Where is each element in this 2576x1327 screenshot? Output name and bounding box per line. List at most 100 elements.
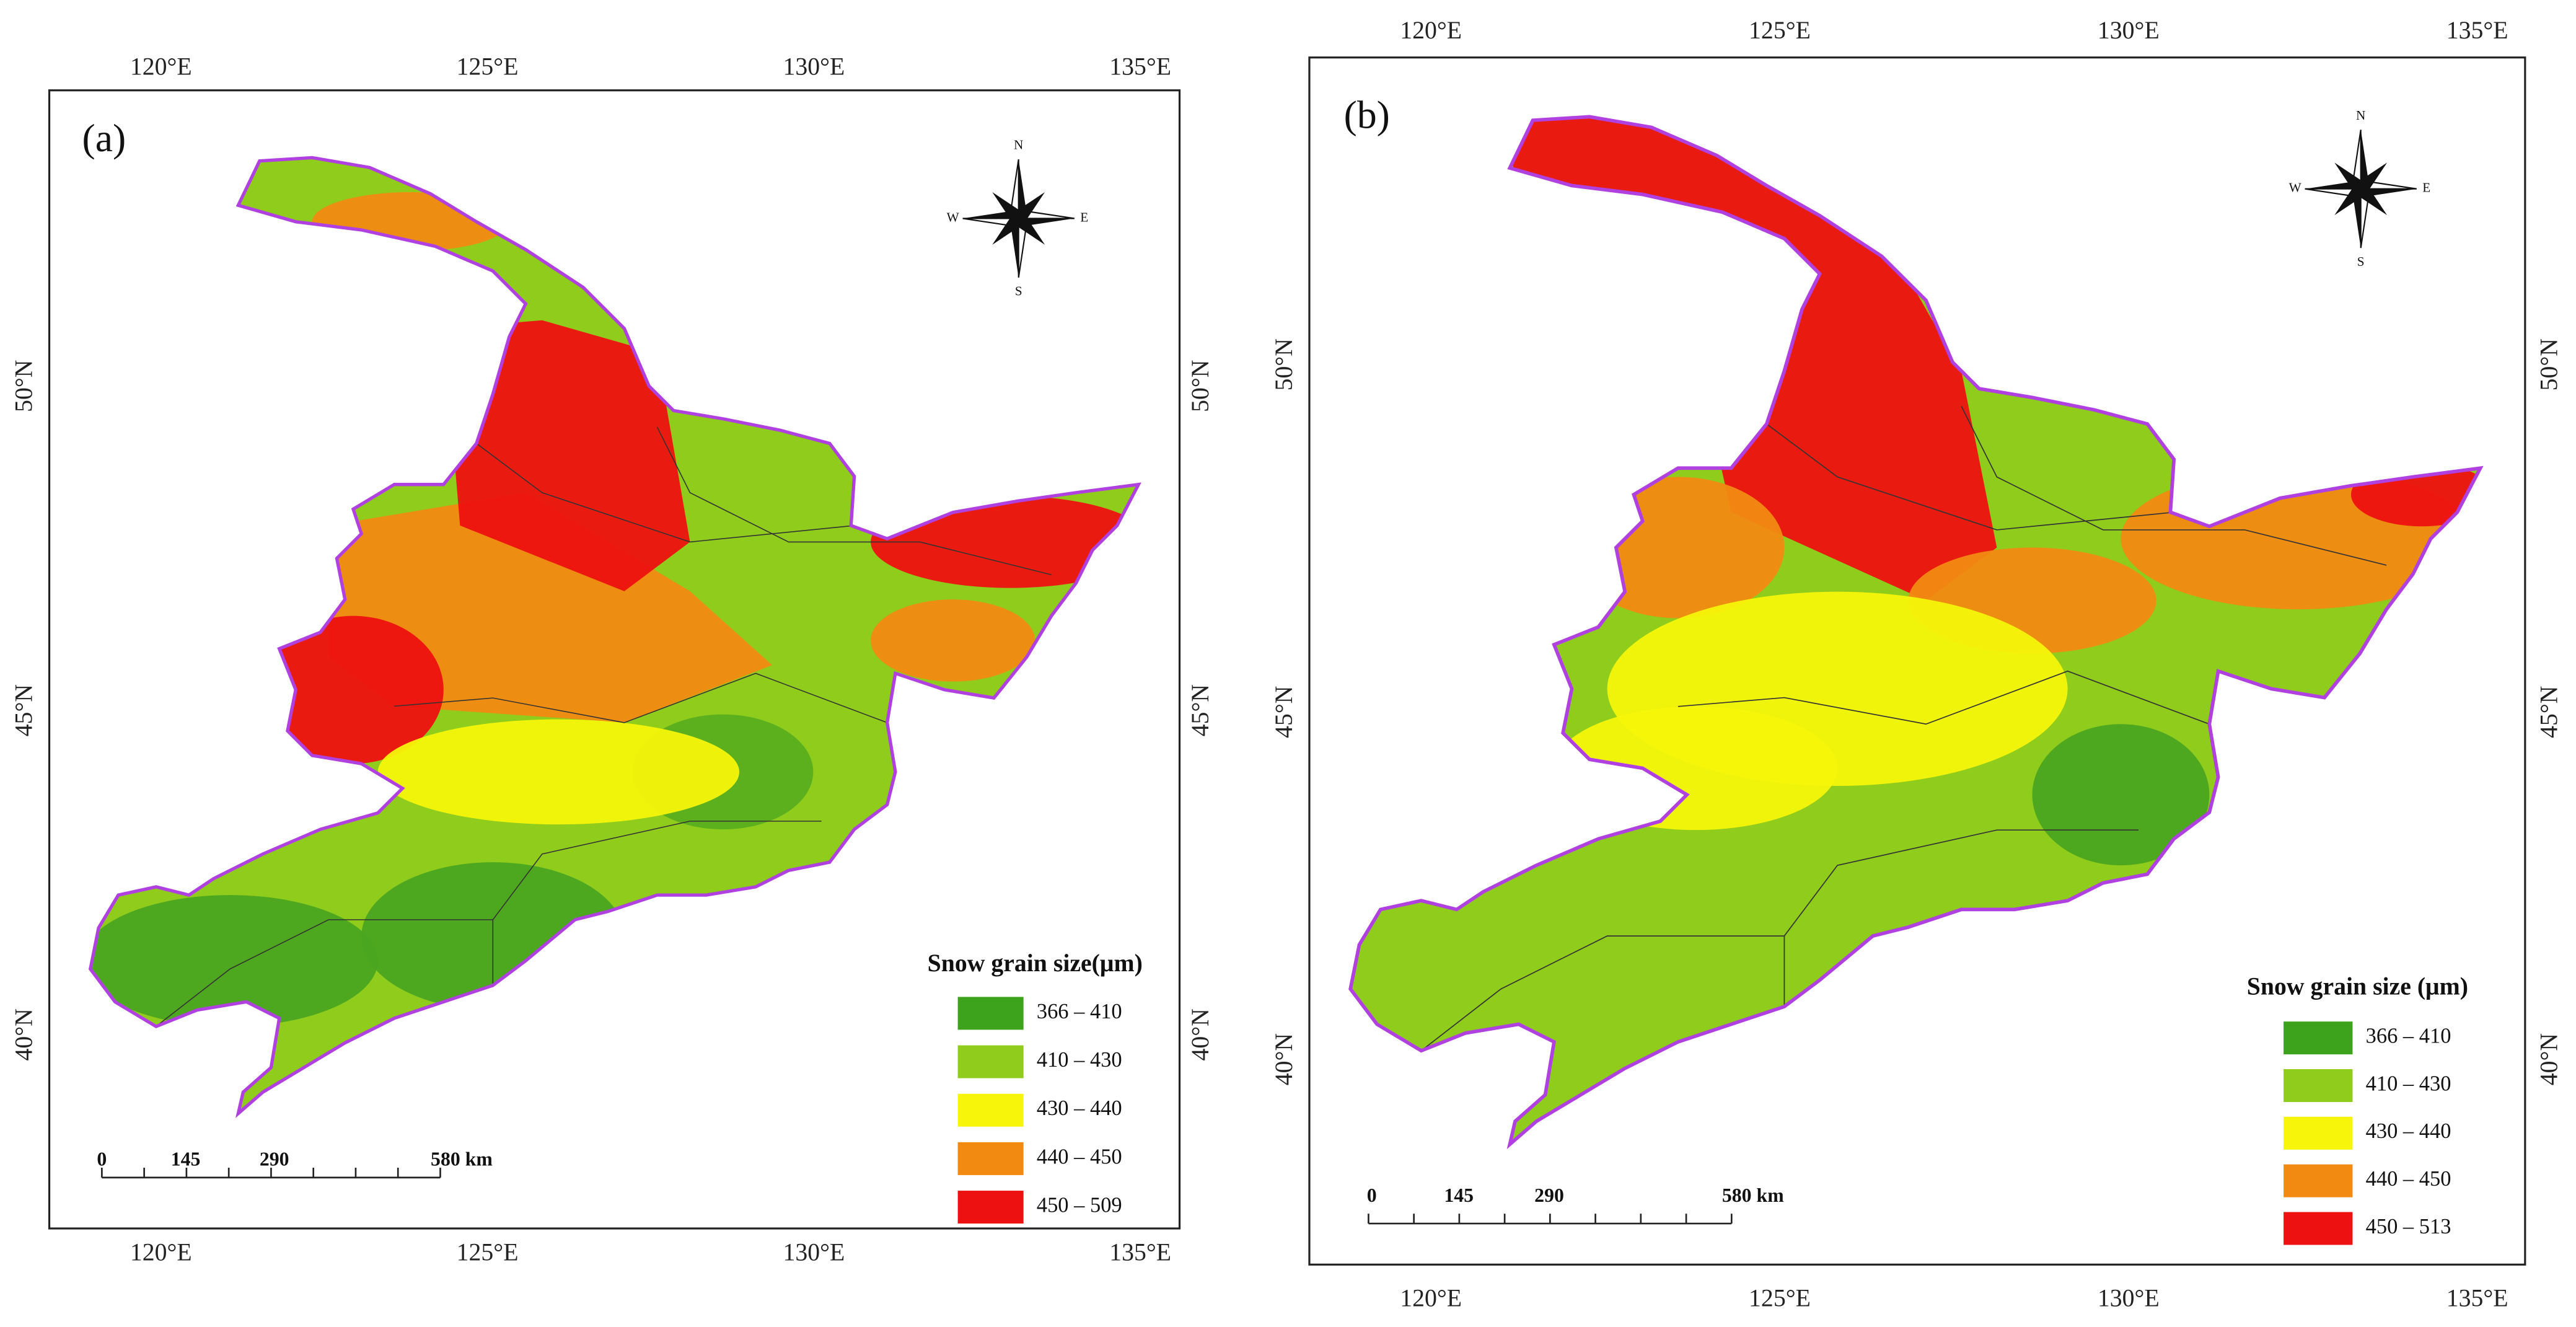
province-border bbox=[492, 821, 822, 985]
latitude-label: 50°N bbox=[1270, 338, 1298, 390]
legend-swatch bbox=[2284, 1212, 2353, 1245]
latitude-label: 45°N bbox=[1270, 686, 1298, 738]
raster-zone bbox=[443, 320, 690, 591]
legend-swatch bbox=[957, 1093, 1024, 1127]
legend-label: 410 – 430 bbox=[2366, 1072, 2451, 1095]
legend-swatch bbox=[957, 1191, 1024, 1224]
legend-label: 410 – 430 bbox=[1037, 1048, 1122, 1072]
raster-zone bbox=[871, 599, 1035, 682]
legend-label: 440 – 450 bbox=[2366, 1167, 2451, 1191]
compass-letter: S bbox=[1015, 284, 1022, 299]
latitude-label: 40°N bbox=[2535, 1033, 2562, 1085]
compass-rose: N S E W bbox=[947, 138, 1089, 299]
compass-letter: S bbox=[2357, 254, 2365, 269]
legend-swatch bbox=[2284, 1069, 2353, 1102]
legend-label: 430 – 440 bbox=[2366, 1119, 2451, 1143]
latitude-label: 50°N bbox=[11, 360, 38, 412]
province-border bbox=[1421, 935, 1785, 1051]
raster-zone bbox=[328, 492, 773, 723]
raster-zone bbox=[90, 895, 378, 1027]
raster-zone bbox=[1554, 706, 1838, 831]
longitude-label: 125°E bbox=[457, 53, 519, 80]
scale-label: 290 bbox=[1534, 1184, 1564, 1206]
province-border bbox=[1961, 406, 2387, 566]
scale-label: 580 km bbox=[431, 1148, 493, 1170]
compass-point bbox=[2305, 180, 2361, 189]
latitude-label: 40°N bbox=[1187, 1008, 1214, 1060]
region-map bbox=[1324, 89, 2510, 1183]
compass-point bbox=[962, 209, 1019, 219]
snow-grain-raster bbox=[1350, 117, 2481, 1145]
panel-label: (b) bbox=[1344, 93, 1390, 137]
latitude-label: 45°N bbox=[2535, 686, 2562, 738]
compass-point bbox=[2360, 130, 2370, 189]
province-border bbox=[156, 919, 493, 1027]
longitude-label: 125°E bbox=[1749, 1285, 1811, 1312]
map-panel: 120°E 120°E 125°E 125°E 130°E 130°E 135°E 135°E… bbox=[11, 53, 1214, 1266]
legend-swatch bbox=[957, 997, 1024, 1030]
compass-letter: E bbox=[1080, 209, 1088, 224]
longitude-label: 120°E bbox=[1400, 17, 1462, 44]
legend-swatch bbox=[2284, 1021, 2353, 1055]
compass-point bbox=[992, 192, 1024, 224]
legend-swatch bbox=[2284, 1164, 2353, 1197]
map-panel: 120°E 120°E 125°E 125°E 130°E 130°E 135°E 135°E… bbox=[1270, 17, 2562, 1312]
compass-point bbox=[992, 213, 1024, 245]
province-border bbox=[1677, 670, 2210, 725]
compass-point bbox=[1013, 192, 1045, 224]
legend-title: Snow grain size (μm) bbox=[2247, 972, 2468, 1000]
compass-letter: N bbox=[1014, 138, 1023, 152]
latitude-label: 50°N bbox=[2535, 338, 2562, 390]
province-border bbox=[1783, 829, 2139, 1007]
compass-letter: W bbox=[947, 209, 959, 224]
legend-label: 366 – 410 bbox=[1037, 1000, 1122, 1023]
raster-zone bbox=[1572, 477, 1785, 619]
legend-label: 440 – 450 bbox=[1037, 1145, 1122, 1168]
compass-point bbox=[2334, 162, 2367, 195]
longitude-label: 130°E bbox=[2098, 17, 2160, 44]
latitude-label: 40°N bbox=[11, 1008, 38, 1060]
longitude-label: 135°E bbox=[2446, 1285, 2508, 1312]
legend-swatch bbox=[2284, 1116, 2353, 1150]
legend-swatch bbox=[957, 1142, 1024, 1175]
raster-zone bbox=[2032, 724, 2210, 866]
longitude-label: 135°E bbox=[2446, 17, 2508, 44]
latitude-label: 50°N bbox=[1187, 360, 1214, 412]
province-border bbox=[394, 672, 887, 723]
scale-label: 0 bbox=[1367, 1184, 1377, 1206]
legend-label: 450 – 509 bbox=[1037, 1193, 1122, 1217]
compass-letter: N bbox=[2356, 108, 2365, 123]
map-frame bbox=[1308, 56, 2526, 1266]
scale-label: 145 bbox=[171, 1148, 201, 1170]
raster-zone bbox=[2350, 462, 2481, 527]
raster-zone bbox=[263, 615, 444, 764]
longitude-label: 120°E bbox=[1400, 1285, 1462, 1312]
legend-label: 430 – 440 bbox=[1037, 1096, 1122, 1120]
longitude-label: 130°E bbox=[783, 1239, 845, 1266]
longitude-label: 135°E bbox=[1109, 1239, 1171, 1266]
compass-point bbox=[2355, 183, 2388, 216]
latitude-label: 45°N bbox=[1187, 684, 1214, 736]
longitude-label: 135°E bbox=[1109, 53, 1171, 80]
compass-letter: W bbox=[2289, 180, 2301, 195]
legend-swatch bbox=[957, 1045, 1024, 1078]
province-border bbox=[656, 426, 1052, 576]
longitude-label: 130°E bbox=[783, 53, 845, 80]
raster-zone bbox=[377, 719, 740, 825]
compass-point bbox=[2355, 162, 2388, 195]
compass-point bbox=[1009, 218, 1019, 278]
compass-rose: N S E W bbox=[2289, 108, 2431, 269]
longitude-label: 125°E bbox=[1749, 17, 1811, 44]
longitude-label: 125°E bbox=[457, 1239, 519, 1266]
compass-point bbox=[1018, 218, 1075, 227]
scale-label: 145 bbox=[1444, 1184, 1474, 1206]
legend-label: 450 – 513 bbox=[2366, 1215, 2451, 1238]
latitude-label: 45°N bbox=[11, 684, 38, 736]
scale-label: 580 km bbox=[1722, 1184, 1784, 1206]
compass-point bbox=[1013, 213, 1045, 245]
longitude-label: 130°E bbox=[2098, 1285, 2160, 1312]
legend-title: Snow grain size(μm) bbox=[928, 950, 1143, 977]
compass-point bbox=[1018, 159, 1028, 219]
map-frame bbox=[48, 89, 1181, 1230]
